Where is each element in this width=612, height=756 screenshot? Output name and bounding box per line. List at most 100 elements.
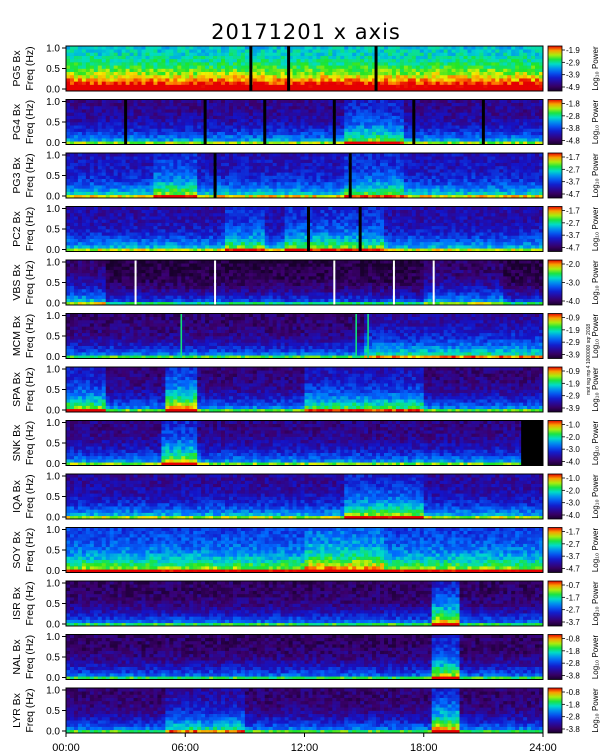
colorbar-tick-label: -3.7: [566, 618, 580, 627]
data-gap-line: [349, 153, 352, 198]
colorbar-tick-label: -0.8: [566, 635, 580, 644]
y-axis-label: Freq (Hz): [24, 528, 36, 572]
colorbar: [548, 421, 562, 466]
data-gap-line: [333, 100, 336, 145]
colorbar-tick-label: -1.8: [566, 647, 580, 656]
y-axis-label: Freq (Hz): [24, 635, 36, 679]
y-tick-label: 0.5: [46, 64, 60, 75]
colorbar-tick-label: -2.0: [566, 260, 580, 269]
colorbar-tick-label: -3.9: [566, 71, 580, 80]
colorbar-tick-label: -1.9: [566, 46, 580, 55]
colorbar-tick-label: -3.7: [566, 178, 580, 187]
y-tick-label: 0.5: [46, 706, 60, 717]
spike-line: [367, 314, 369, 359]
colorbar-tick-label: -4.0: [566, 297, 580, 306]
y-tick-label: 0.0: [46, 459, 60, 470]
colorbar-tick-label: -1.8: [566, 100, 580, 109]
spectrogram-cells: [66, 100, 543, 145]
y-axis-label: Freq (Hz): [24, 688, 36, 732]
x-tick-label: 12:00: [291, 742, 319, 754]
y-tick-label: 0.5: [46, 118, 60, 129]
y-tick-label: 0.5: [46, 225, 60, 236]
colorbar-tick-label: -0.9: [566, 367, 580, 376]
y-tick-label: 1.0: [46, 632, 60, 643]
y-tick-label: 0.5: [46, 439, 60, 450]
colorbar-label: Log₁₀ Power: [591, 581, 600, 626]
colorbar: [548, 100, 562, 145]
colorbar-tick-label: -2.7: [566, 606, 580, 615]
y-tick-label: 1.0: [46, 258, 60, 269]
colorbar-tick-label: -3.8: [566, 672, 580, 681]
spectrogram-cells: [66, 46, 543, 91]
colorbar-tick-label: -3.9: [566, 404, 580, 413]
colorbar-tick-label: -1.7: [566, 207, 580, 216]
colorbar-tick-label: -1.7: [566, 153, 580, 162]
colorbar-tick-label: -1.0: [566, 421, 580, 430]
y-axis-label: PG4 Bx: [11, 103, 23, 140]
x-tick-label: 06:00: [171, 742, 199, 754]
spike-line: [355, 314, 357, 359]
spectrogram-cells: [66, 314, 543, 359]
data-gap-line: [124, 100, 127, 145]
colorbar-tick-label: -3.0: [566, 279, 580, 288]
spectrogram-cells: [66, 260, 543, 305]
colorbar-label: Log₁₀ Power: [591, 100, 600, 145]
colorbar-tick-label: -2.0: [566, 486, 580, 495]
colorbar-tick-label: -2.0: [566, 433, 580, 442]
spectrogram-cells: [66, 635, 543, 680]
colorbar: [548, 314, 562, 359]
colorbar: [548, 367, 562, 412]
y-tick-label: 0.5: [46, 385, 60, 396]
y-tick-label: 0.0: [46, 727, 60, 738]
data-gap-line: [307, 207, 310, 252]
y-axis-label: Freq (Hz): [24, 153, 36, 197]
y-tick-label: 1.0: [46, 204, 60, 215]
data-gap-line: [359, 207, 362, 252]
colorbar-label: Log₁₀ Power: [591, 635, 600, 680]
colorbar-tick-label: -2.8: [566, 112, 580, 121]
data-gap-line: [375, 46, 378, 91]
colorbar-tick-label: -3.7: [566, 231, 580, 240]
colorbar-tick-label: -0.8: [566, 688, 580, 697]
colorbar-label: Log₁₀ Power: [591, 46, 600, 91]
x-axis: 00:00 06:00 12:00 18:00 24:00: [52, 733, 557, 754]
colorbar-tick-label: -1.7: [566, 528, 580, 537]
colorbar-label: Log₁₀ Power: [591, 528, 600, 573]
data-gap-line: [287, 46, 290, 91]
y-axis-label: Freq (Hz): [24, 474, 36, 518]
y-tick-label: 1.0: [46, 686, 60, 697]
colorbar-tick-label: -2.9: [566, 392, 580, 401]
y-tick-label: 0.5: [46, 278, 60, 289]
y-axis-label: PC2 Bx: [11, 210, 23, 246]
colorbar: [548, 581, 562, 626]
colorbar-tick-label: -2.7: [566, 165, 580, 174]
colorbar-tick-label: -3.7: [566, 552, 580, 561]
colorbar-tick-label: -4.8: [566, 137, 580, 146]
colorbar-tick-label: -0.7: [566, 581, 580, 590]
spectrogram-cells: [66, 474, 543, 519]
side-note: mot reg mp 4 1000000 sqr 2018: [586, 275, 594, 395]
colorbar: [548, 207, 562, 252]
y-tick-label: 1.0: [46, 525, 60, 536]
colorbar-label: Log₁₀ Power: [591, 688, 600, 733]
colorbar-tick-label: -2.7: [566, 540, 580, 549]
y-tick-label: 0.0: [46, 138, 60, 149]
y-tick-label: 0.0: [46, 673, 60, 684]
colorbar-tick-label: -4.7: [566, 190, 580, 199]
data-gap-line: [135, 260, 137, 305]
data-gap-line: [433, 260, 435, 305]
colorbar-label: Log₁₀ Power: [591, 153, 600, 198]
y-axis-label: Freq (Hz): [24, 100, 36, 144]
data-gap-line: [263, 100, 266, 145]
data-gap-line: [214, 153, 217, 198]
spectrogram-stack: 1.00.50.0PG5 Bx Freq (Hz) -1.9-2.9-3.9-4.9…: [0, 0, 612, 756]
spectrogram-cells: [66, 207, 543, 252]
colorbar: [548, 260, 562, 305]
spectrogram-cells: [66, 421, 543, 466]
spectrogram-cells: [66, 367, 543, 412]
